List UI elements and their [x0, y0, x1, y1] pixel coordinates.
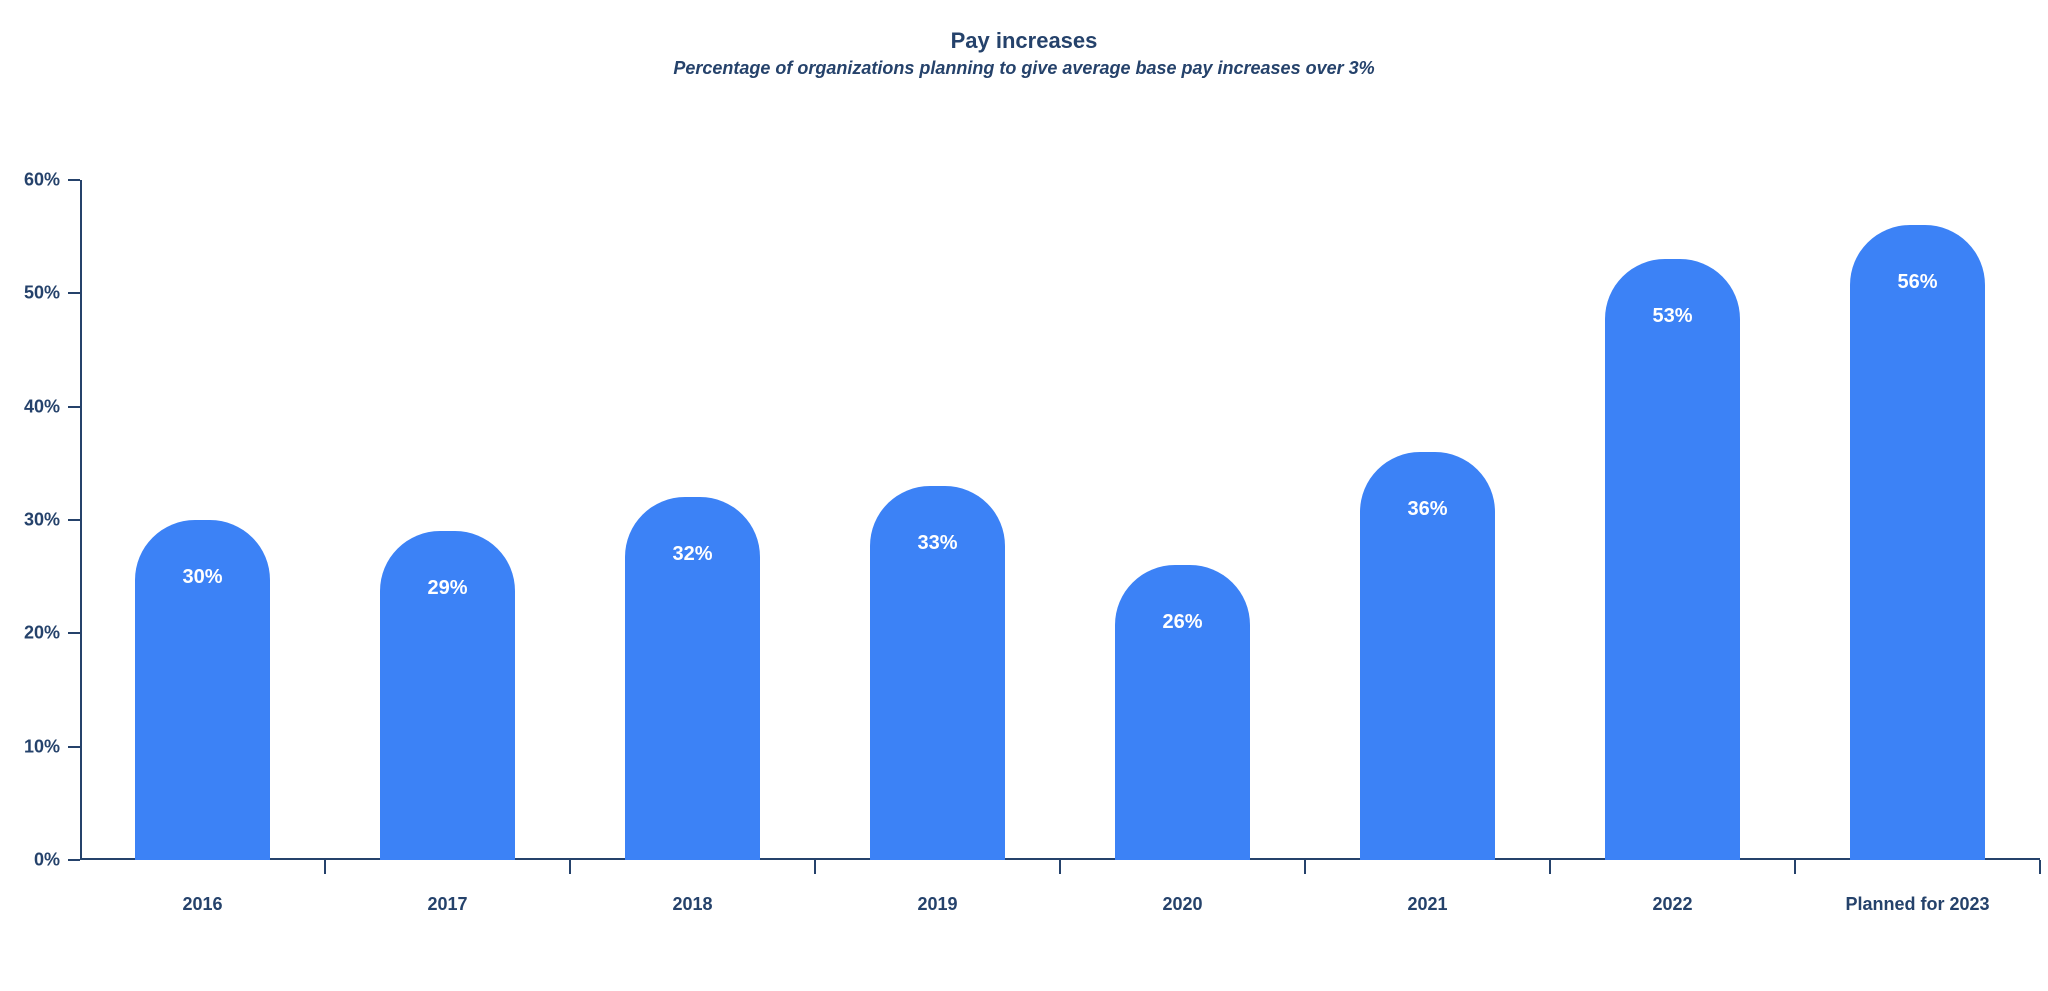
y-tick	[68, 292, 80, 294]
y-tick	[68, 746, 80, 748]
x-category-label: 2016	[182, 894, 222, 915]
x-tick	[1794, 860, 1796, 874]
y-axis	[80, 180, 82, 860]
bar: 33%	[870, 486, 1005, 860]
x-tick	[814, 860, 816, 874]
x-tick	[569, 860, 571, 874]
chart-subtitle: Percentage of organizations planning to …	[0, 58, 2048, 79]
bar: 30%	[135, 520, 270, 860]
chart-title: Pay increases	[0, 28, 2048, 54]
x-tick	[1304, 860, 1306, 874]
x-category-label: 2021	[1407, 894, 1447, 915]
y-tick-label: 20%	[0, 623, 60, 644]
x-category-label: 2017	[427, 894, 467, 915]
bar: 26%	[1115, 565, 1250, 860]
bar: 36%	[1360, 452, 1495, 860]
y-tick	[68, 519, 80, 521]
bar-value-label: 56%	[1850, 271, 1985, 294]
y-tick	[68, 859, 80, 861]
bar-value-label: 26%	[1115, 611, 1250, 634]
x-category-label: 2018	[672, 894, 712, 915]
chart-header: Pay increases Percentage of organization…	[0, 28, 2048, 79]
bar: 56%	[1850, 225, 1985, 860]
y-tick-label: 50%	[0, 283, 60, 304]
x-category-label: 2019	[917, 894, 957, 915]
x-tick	[324, 860, 326, 874]
y-tick-label: 30%	[0, 510, 60, 531]
x-category-label: 2020	[1162, 894, 1202, 915]
bar-value-label: 32%	[625, 543, 760, 566]
bar: 29%	[380, 531, 515, 860]
y-tick-label: 40%	[0, 396, 60, 417]
y-tick	[68, 179, 80, 181]
bar-value-label: 30%	[135, 566, 270, 589]
bar-value-label: 29%	[380, 577, 515, 600]
y-tick-label: 10%	[0, 736, 60, 757]
y-tick-label: 60%	[0, 170, 60, 191]
bar-value-label: 33%	[870, 532, 1005, 555]
x-tick	[1549, 860, 1551, 874]
y-tick	[68, 632, 80, 634]
bar-value-label: 53%	[1605, 305, 1740, 328]
x-category-label: Planned for 2023	[1845, 894, 1989, 915]
x-tick	[2039, 860, 2041, 874]
y-tick	[68, 406, 80, 408]
bar: 32%	[625, 497, 760, 860]
x-tick	[1059, 860, 1061, 874]
bar-chart: Pay increases Percentage of organization…	[0, 0, 2048, 991]
bar: 53%	[1605, 259, 1740, 860]
x-category-label: 2022	[1652, 894, 1692, 915]
plot-area: 0%10%20%30%40%50%60%201630%201729%201832…	[80, 180, 2040, 860]
y-tick-label: 0%	[0, 850, 60, 871]
bar-value-label: 36%	[1360, 498, 1495, 521]
